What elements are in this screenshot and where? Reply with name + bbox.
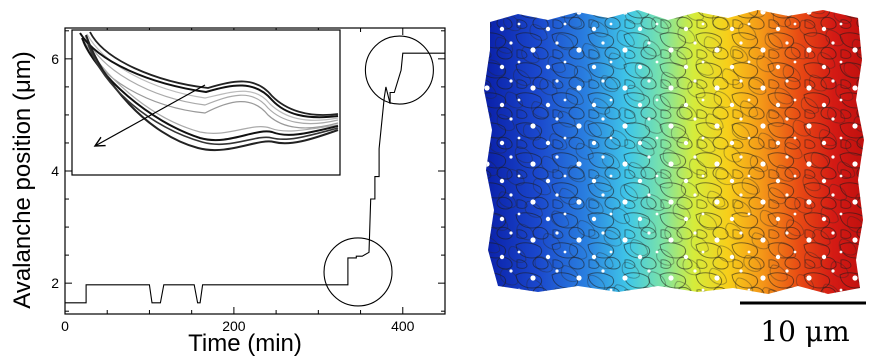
- inset-direction-arrow: [95, 84, 206, 146]
- inset-profile-curve: [81, 37, 339, 142]
- inset-profile-curve: [83, 39, 339, 134]
- inset-profile-curve: [86, 33, 339, 121]
- y-tick-label: 4: [51, 163, 59, 179]
- inset-profile-curve: [82, 41, 339, 129]
- y-tick-labels: 2 4 6: [51, 51, 59, 291]
- inset-profile-curve: [79, 32, 339, 119]
- x-tick-labels: 0 200 400: [61, 318, 415, 334]
- axis-ticks: [64, 28, 446, 314]
- inset-frame: [71, 29, 341, 176]
- pore-speckle: [484, 10, 864, 294]
- inset-profile-curve: [89, 31, 339, 116]
- colored-grain-micrograph: 10 μm: [484, 10, 866, 348]
- x-axis-title: Time (min): [188, 330, 302, 357]
- inset-front-profiles: [71, 29, 341, 176]
- scale-bar-label: 10 μm: [760, 315, 849, 348]
- x-tick-label: 0: [61, 318, 69, 334]
- y-tick-label: 6: [51, 51, 59, 67]
- y-axis-title: Avalanche position (μm): [9, 51, 36, 309]
- y-tick-label: 2: [51, 275, 59, 291]
- highlight-circle: [323, 237, 393, 307]
- highlight-circle: [364, 35, 434, 105]
- avalanche-position-line: [65, 52, 445, 304]
- avalanche-position-chart: 2 4 6 0 200 400 Time (min) Avalanche positio…: [9, 27, 446, 357]
- inset-profile-curve: [87, 43, 339, 146]
- x-tick-label: 200: [222, 318, 246, 334]
- highlight-circles: [323, 35, 434, 307]
- inset-profile-curve: [84, 35, 339, 125]
- x-tick-label: 400: [391, 318, 415, 334]
